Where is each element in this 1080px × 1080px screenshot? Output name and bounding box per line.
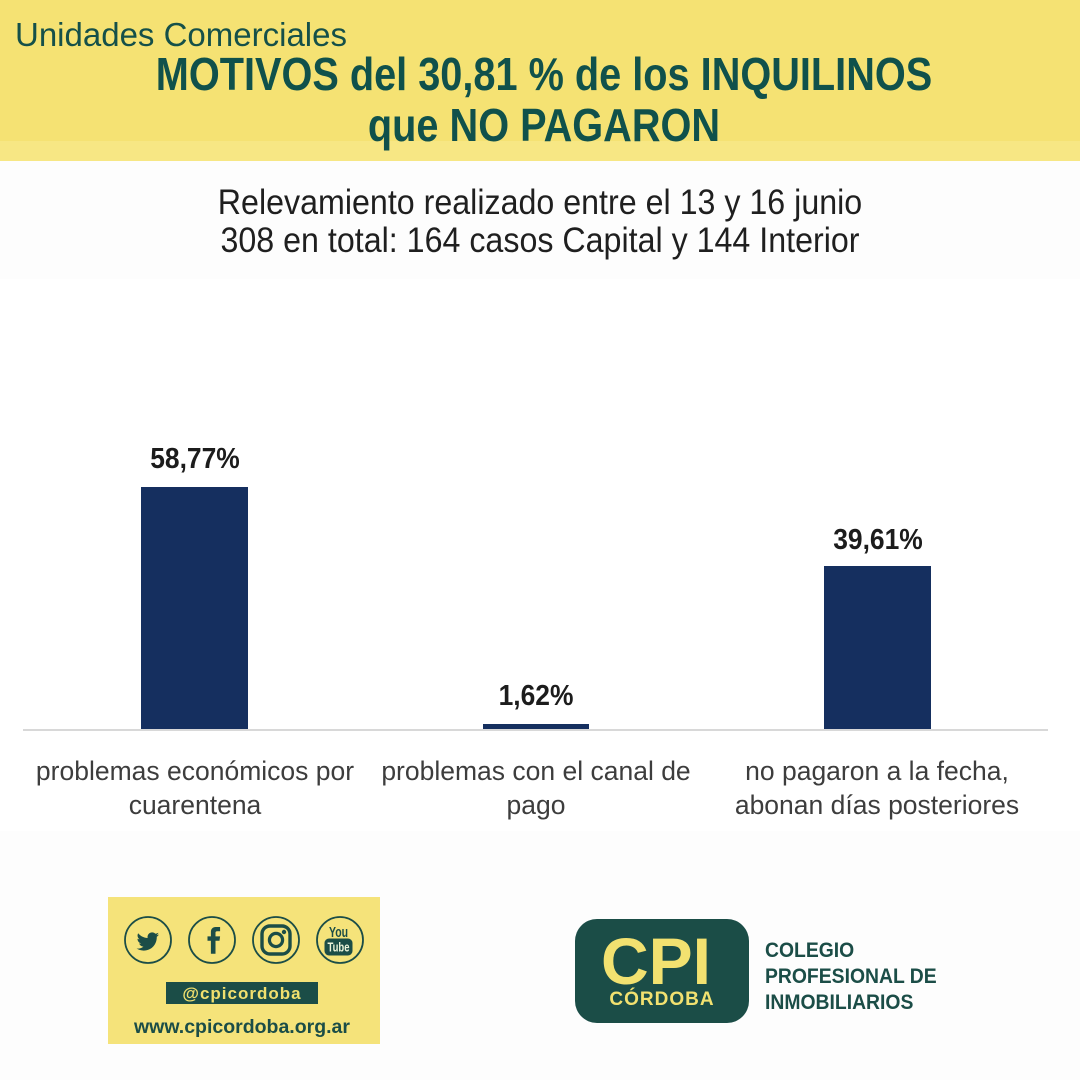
svg-text:Tube: Tube xyxy=(328,940,350,955)
svg-text:You: You xyxy=(329,924,348,941)
